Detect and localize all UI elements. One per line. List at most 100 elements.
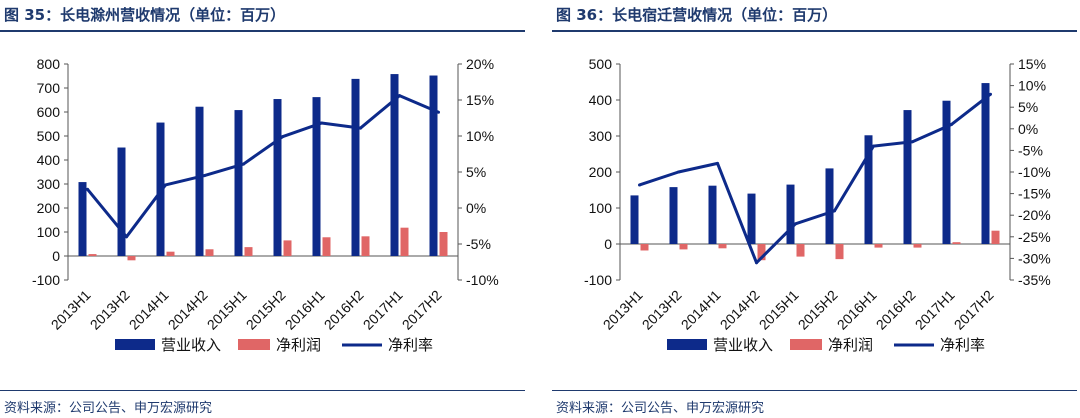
- x-tick-label: 2014H2: [165, 287, 211, 333]
- left-tick-label: 800: [37, 56, 61, 72]
- point-net-margin-2016H1: [320, 121, 323, 125]
- source-note: 资料来源：公司公告、申万宏源研究: [4, 401, 213, 416]
- x-tick-label: 2017H2: [399, 287, 445, 333]
- x-tick-label: 2016H1: [834, 287, 880, 333]
- right-tick-label: 5%: [466, 164, 486, 180]
- bar-net-profit-2014H1: [166, 251, 175, 256]
- bar-net-profit-2014H2: [205, 249, 214, 256]
- left-tick-label: 500: [589, 56, 613, 72]
- title-rule: [0, 30, 525, 32]
- bar-net-profit-2015H1: [244, 247, 253, 256]
- point-net-margin-2015H1: [794, 222, 797, 226]
- point-net-margin-2015H2: [281, 135, 284, 139]
- right-tick-label: 0%: [466, 200, 486, 216]
- bar-net-profit-2017H2: [991, 230, 1000, 244]
- x-tick-label: 2017H1: [360, 287, 406, 333]
- left-tick-label: 700: [37, 80, 61, 96]
- bar-revenue-2015H2: [273, 99, 282, 256]
- left-tick-label: 100: [589, 200, 613, 216]
- bottom-rule: [0, 390, 525, 391]
- x-tick-label: 2015H1: [756, 287, 802, 333]
- right-tick-label: 0%: [1018, 121, 1038, 137]
- point-net-margin-2016H2: [359, 126, 362, 130]
- bar-revenue-2017H2: [429, 75, 438, 256]
- right-tick-label: -5%: [1018, 142, 1043, 158]
- bar-revenue-2013H2: [117, 147, 126, 256]
- right-tick-label: 15%: [466, 92, 494, 108]
- x-tick-label: 2013H1: [600, 287, 646, 333]
- bar-net-profit-2017H1: [400, 227, 409, 256]
- point-net-margin-2014H2: [755, 261, 758, 265]
- bar-net-profit-2016H1: [322, 237, 331, 256]
- right-tick-label: 20%: [466, 56, 494, 72]
- chart-35: -100 0 100 200 300 400 500 600 700 800 -10% -5% 0% 5%…: [32, 56, 499, 354]
- left-tick-label: 200: [37, 200, 61, 216]
- legend-swatch-revenue: [115, 339, 155, 350]
- bar-revenue-2015H1: [234, 110, 243, 256]
- bar-revenue-2016H2: [351, 78, 360, 256]
- bar-net-profit-2013H1: [88, 254, 97, 256]
- left-tick-label: 600: [37, 104, 61, 120]
- point-net-margin-2013H1: [638, 183, 641, 187]
- point-net-margin-2014H1: [164, 183, 167, 187]
- bar-net-profit-2017H1: [952, 242, 961, 244]
- bar-revenue-2017H1: [390, 74, 399, 256]
- bar-net-profit-2014H2: [757, 244, 766, 261]
- bar-net-profit-2016H2: [913, 244, 922, 248]
- bar-revenue-2014H2: [195, 106, 204, 256]
- x-tick-label: 2014H1: [678, 287, 724, 333]
- x-tick-label: 2013H1: [48, 287, 94, 333]
- right-tick-label: -20%: [1018, 207, 1051, 223]
- point-net-margin-2015H1: [242, 162, 245, 166]
- legend-label-net-margin: 净利率: [940, 337, 985, 354]
- right-tick-label: -10%: [1018, 164, 1051, 180]
- point-net-margin-2013H1: [86, 187, 89, 191]
- bar-revenue-2017H1: [942, 100, 951, 244]
- left-tick-label: 500: [37, 128, 61, 144]
- point-net-margin-2017H1: [950, 122, 953, 126]
- line-net-margin: [86, 94, 440, 239]
- point-net-margin-2017H2: [989, 92, 992, 96]
- bar-net-profit-2017H2: [439, 232, 448, 256]
- title-rule: [552, 30, 1077, 32]
- bar-revenue-2014H1: [708, 185, 717, 244]
- bar-revenue-2013H1: [78, 182, 87, 256]
- x-tick-label: 2015H2: [795, 287, 841, 333]
- x-tick-label: 2016H2: [873, 287, 919, 333]
- point-net-margin-2017H2: [437, 110, 440, 114]
- bar-net-profit-2013H2: [679, 244, 688, 250]
- figure-title: 图 36：长电宿迁营收情况（单位：百万）: [556, 6, 838, 24]
- bar-net-profit-2014H1: [718, 244, 727, 249]
- right-tick-label: -10%: [466, 272, 499, 288]
- x-tick-label: 2015H2: [243, 287, 289, 333]
- right-tick-label: -30%: [1018, 250, 1051, 266]
- legend-label-net-profit: 净利润: [828, 337, 873, 354]
- chart-36: -100 0 100 200 300 400 500 -35% -30% -25% -20% -15%…: [584, 56, 1051, 354]
- point-net-margin-2015H2: [833, 209, 836, 213]
- line-net-margin: [639, 93, 992, 265]
- legend-label-net-margin: 净利率: [388, 337, 433, 354]
- bar-net-profit-2013H1: [640, 244, 649, 251]
- right-tick-label: -25%: [1018, 229, 1051, 245]
- left-tick-label: 400: [37, 152, 61, 168]
- source-note: 资料来源：公司公告、申万宏源研究: [556, 401, 765, 416]
- x-tick-label: 2017H1: [912, 287, 958, 333]
- point-net-margin-2013H2: [677, 170, 680, 174]
- left-tick-label: 400: [589, 92, 613, 108]
- left-tick-label: 300: [37, 176, 61, 192]
- point-net-margin-2013H2: [125, 235, 128, 239]
- left-tick-label: -100: [584, 272, 612, 288]
- bottom-rule: [552, 390, 1077, 391]
- bar-net-profit-2015H2: [283, 240, 292, 256]
- bar-revenue-2014H2: [747, 193, 756, 244]
- left-tick-label: 200: [589, 164, 613, 180]
- bar-revenue-2016H2: [903, 110, 912, 244]
- point-net-margin-2014H1: [716, 161, 719, 165]
- point-net-margin-2016H2: [911, 140, 914, 144]
- x-tick-label: 2016H2: [321, 287, 367, 333]
- legend-swatch-revenue: [667, 339, 707, 350]
- legend-label-revenue: 营业收入: [713, 337, 773, 354]
- x-tick-label: 2016H1: [282, 287, 328, 333]
- legend-label-revenue: 营业收入: [161, 337, 221, 354]
- x-tick-label: 2014H2: [717, 287, 763, 333]
